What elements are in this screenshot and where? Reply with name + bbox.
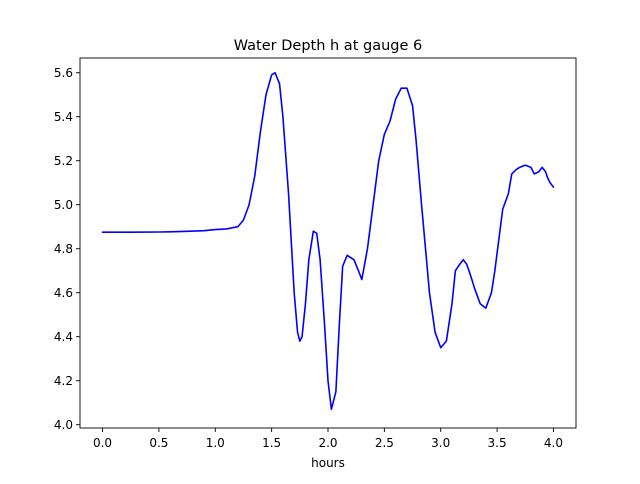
y-tick-label: 5.4 bbox=[54, 110, 73, 124]
x-tick-label: 3.5 bbox=[488, 436, 507, 450]
x-tick-label: 3.0 bbox=[431, 436, 450, 450]
x-tick-label: 2.5 bbox=[375, 436, 394, 450]
x-tick-label: 1.0 bbox=[206, 436, 225, 450]
y-tick-label: 4.0 bbox=[54, 418, 73, 432]
series-line-1 bbox=[101, 71, 555, 411]
x-tick-label: 0.0 bbox=[93, 436, 112, 450]
x-tick-label: 0.5 bbox=[149, 436, 168, 450]
axes-layer: 0.0 0.5 1.0 1.5 2.0 2.5 3.0 3.5 4.0 4.0 4.2 4.4 4.6 4… bbox=[54, 57, 577, 450]
x-axis-label: hours bbox=[311, 456, 345, 470]
y-tick-label: 4.6 bbox=[54, 286, 73, 300]
y-tick-label: 4.8 bbox=[54, 242, 73, 256]
y-tick-label: 4.4 bbox=[54, 330, 73, 344]
y-tick-label: 5.0 bbox=[54, 198, 73, 212]
x-tick-label: 4.0 bbox=[544, 436, 563, 450]
chart-title: Water Depth h at gauge 6 bbox=[234, 38, 422, 54]
y-tick-label: 5.6 bbox=[54, 66, 73, 80]
y-tick-label: 4.2 bbox=[54, 374, 73, 388]
y-tick-label: 5.2 bbox=[54, 154, 73, 168]
x-tick-label: 2.0 bbox=[318, 436, 337, 450]
series-layer bbox=[101, 71, 555, 411]
x-tick-label: 1.5 bbox=[262, 436, 281, 450]
